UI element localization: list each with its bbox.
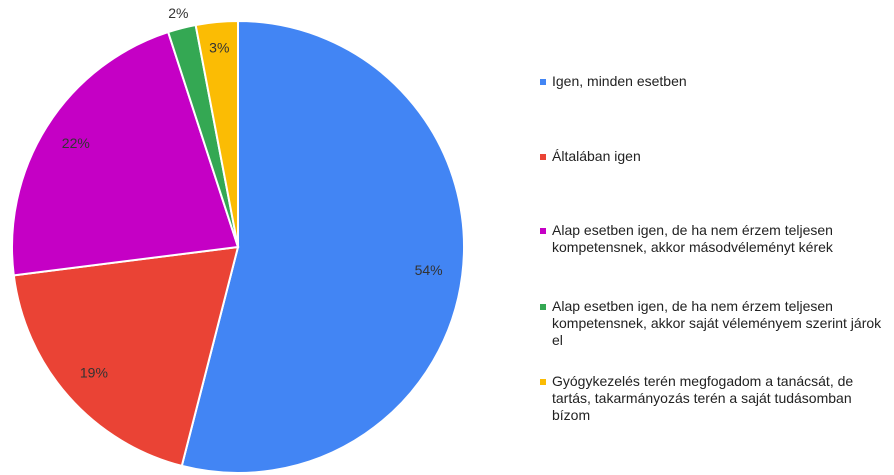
legend-label: Gyógykezelés terén megfogadom a tanácsát… bbox=[552, 373, 854, 423]
legend-swatch bbox=[540, 379, 546, 385]
legend-item: Igen, minden esetben bbox=[540, 73, 892, 90]
chart: 54% 19% 22% 2% 3% bbox=[11, 5, 465, 474]
pie-slice bbox=[194, 19, 239, 248]
legend-label: Igen, minden esetben bbox=[552, 73, 687, 89]
pie-slice bbox=[11, 30, 240, 277]
data-label: 19% bbox=[80, 365, 108, 381]
legend-swatch bbox=[540, 79, 546, 85]
legend-item: Általában igen bbox=[540, 148, 892, 165]
pie-slice bbox=[180, 19, 465, 474]
data-label: 22% bbox=[62, 135, 90, 151]
legend-swatch bbox=[540, 154, 546, 160]
legend-item: Alap esetben igen, de ha nem érzem telje… bbox=[540, 222, 892, 256]
data-label: 2% bbox=[168, 5, 188, 21]
data-label: 54% bbox=[415, 262, 443, 278]
legend-label: Általában igen bbox=[552, 148, 641, 164]
legend-swatch bbox=[540, 228, 546, 234]
legend-label: Alap esetben igen, de ha nem érzem telje… bbox=[552, 222, 833, 255]
data-label: 3% bbox=[209, 40, 229, 56]
legend-item: Alap esetben igen, de ha nem érzem telje… bbox=[540, 298, 892, 349]
legend-swatch bbox=[540, 304, 546, 310]
legend-item: Gyógykezelés terén megfogadom a tanácsát… bbox=[540, 373, 892, 424]
legend-label: Alap esetben igen, de ha nem érzem telje… bbox=[552, 298, 882, 348]
pie-slice bbox=[12, 245, 240, 468]
